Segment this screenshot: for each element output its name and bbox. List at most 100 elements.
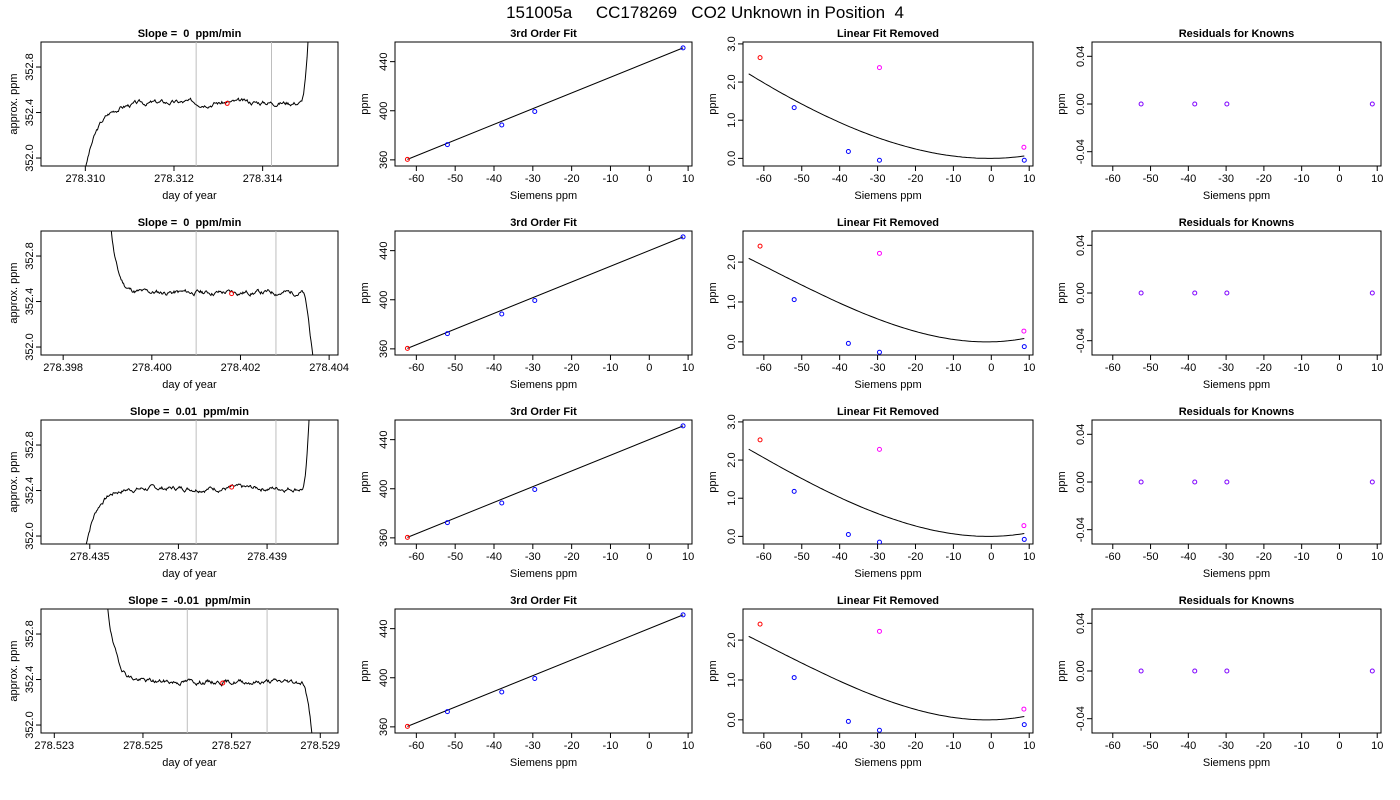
plot-frame [742,608,1034,734]
x-tick-label: 10 [682,173,694,185]
y-tick-label: 400 [378,291,390,309]
x-tick-label: -60 [756,551,772,563]
x-tick-label: 278.314 [243,173,283,185]
panel-title: Residuals for Knowns [1179,406,1295,418]
plot-area [1138,101,1375,107]
x-tick-label: -10 [1294,362,1310,374]
y-tick-label: 352.8 [24,53,36,81]
standard-point [404,534,410,540]
y-tick-label: 0.04 [1075,424,1087,445]
x-tick-label: -20 [908,740,924,752]
plot-area [748,243,1027,355]
y-tick-label: 0.00 [1075,471,1087,492]
x-axis-label: day of year [162,379,217,391]
x-tick-label: -10 [603,740,619,752]
standard-point [404,723,410,729]
panel-title: 3rd Order Fit [510,406,577,418]
chart-panel: Residuals for Knowns -60 -50 -40 -30 -20 -10 0 1… [1056,217,1383,391]
x-axis-label: Siemens ppm [854,757,921,769]
residual-point [1138,668,1144,674]
y-axis-label: ppm [1056,471,1068,492]
x-axis-label: Siemens ppm [1203,568,1270,580]
x-tick-label: -40 [1180,362,1196,374]
plot-frame [394,419,693,545]
y-tick-label: 360 [378,340,390,358]
x-tick-label: 278.400 [132,362,172,374]
x-tick-label: 278.527 [212,740,252,752]
y-tick-label: 352.0 [24,711,36,739]
panel-title: Slope = -0.01 ppm/min [128,595,251,607]
x-tick-label: -10 [603,173,619,185]
chart-panel: Linear Fit Removed -60 -50 -40 -30 -20 -10 0 10 0… [707,595,1035,769]
x-tick-label: 0 [646,740,652,752]
x-tick-label: 10 [1371,173,1383,185]
panel-title: Slope = 0 ppm/min [138,28,242,40]
residual-point [1369,479,1375,485]
fit-line [407,236,684,349]
plot-frame [742,41,1034,167]
y-tick-label: -0.04 [1075,706,1087,731]
residual-curve [748,448,1025,537]
residual-point [1369,290,1375,296]
residual-point [1224,290,1230,296]
y-axis-label: ppm [707,93,719,114]
y-tick-label: 3.0 [726,414,738,429]
y-tick-label: 352.4 [24,99,36,127]
x-tick-label: -20 [1256,362,1272,374]
y-axis-label: approx. ppm [8,640,20,701]
plot-frame [1091,230,1382,356]
standard-point [532,486,538,492]
x-tick-label: -10 [1294,740,1310,752]
x-axis-label: Siemens ppm [510,757,577,769]
x-tick-label: -60 [756,173,772,185]
y-tick-label: -0.04 [1075,139,1087,164]
y-axis-label: ppm [1056,282,1068,303]
x-tick-label: 10 [682,362,694,374]
y-axis-label: ppm [707,471,719,492]
x-tick-label: 10 [1371,740,1383,752]
standard-point [444,331,450,337]
residual-point [1224,668,1230,674]
x-tick-label: -40 [486,740,502,752]
standard-point [444,709,450,715]
chart-panel: Linear Fit Removed -60 -50 -40 -30 -20 -10 0 10 0… [707,217,1035,391]
deviation-point [1021,523,1027,529]
y-tick-label: 0.00 [1075,93,1087,114]
x-tick-label: -40 [832,551,848,563]
chart-panel: Slope = 0 ppm/min 278.398 278.400 278.402 27… [8,217,349,391]
chart-panel: Residuals for Knowns -60 -50 -40 -30 -20 -10 0 1… [1056,28,1383,202]
x-tick-label: -60 [756,740,772,752]
x-tick-label: -30 [1218,740,1234,752]
deviation-point [757,437,763,443]
deviation-point [791,675,797,681]
concentration-trace [107,609,313,733]
plot-frame [1091,41,1382,167]
chart-panel: Slope = -0.01 ppm/min 278.523 278.525 278.5… [8,595,340,769]
residual-point [1192,101,1198,107]
panel-grid: Slope = 0 ppm/min 278.310 278.312 278.314 35… [8,28,1383,769]
x-tick-label: 0 [988,362,994,374]
residual-point [1224,101,1230,107]
deviation-point [876,727,882,733]
x-tick-label: 0 [988,551,994,563]
x-tick-label: -20 [1256,740,1272,752]
plot-frame [394,608,693,734]
deviation-point [1021,328,1027,334]
y-tick-label: 400 [378,480,390,498]
plot-area [404,423,686,540]
deviation-point [1021,344,1027,350]
x-tick-label: -50 [794,740,810,752]
y-tick-label: 3.0 [726,36,738,51]
panel-title: Linear Fit Removed [837,406,939,418]
x-tick-label: -30 [1218,362,1234,374]
standard-point [444,520,450,526]
y-tick-label: 352.8 [24,242,36,270]
y-tick-label: 352.0 [24,333,36,361]
x-tick-label: -10 [945,362,961,374]
y-tick-label: 352.0 [24,522,36,550]
x-tick-label: -10 [945,173,961,185]
x-tick-label: 0 [988,173,994,185]
x-tick-label: -30 [1218,551,1234,563]
x-tick-label: -30 [525,551,541,563]
x-tick-label: -40 [832,173,848,185]
